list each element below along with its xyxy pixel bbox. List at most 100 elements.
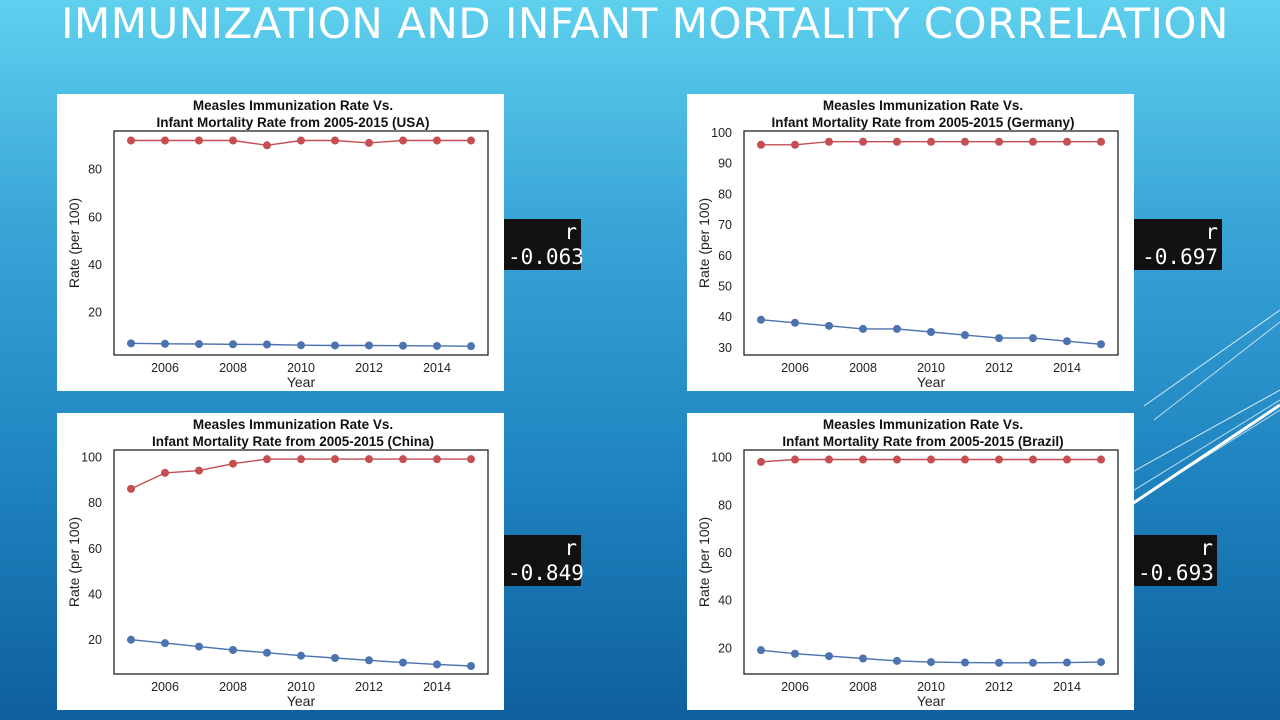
mortality-point (1097, 658, 1105, 667)
y-axis-label: Rate (per 100) (66, 517, 82, 607)
y-tick-label: 100 (711, 126, 732, 140)
y-axis-label: Rate (per 100) (66, 198, 82, 288)
immunization-point (365, 138, 373, 147)
y-tick-label: 80 (88, 163, 102, 177)
immunization-point (399, 455, 407, 464)
mortality-point (433, 660, 441, 669)
y-tick-label: 100 (711, 451, 732, 465)
decorative-lines (1120, 309, 1280, 514)
immunization-point (331, 136, 339, 145)
correlation-value: -0.697 (1142, 245, 1218, 269)
correlation-label: r (564, 536, 577, 560)
mortality-point (365, 341, 373, 350)
mortality-point (161, 339, 169, 348)
immunization-point (467, 455, 475, 464)
mortality-point (825, 652, 833, 661)
plot-frame (743, 130, 1119, 356)
correlation-box-usa: r -0.063 (504, 219, 584, 270)
chart-svg: Measles Immunization Rate Vs. Infant Mort… (66, 98, 489, 390)
correlation-box-germany: r -0.697 (1134, 219, 1222, 270)
x-tick-label: 2010 (287, 680, 315, 694)
immunization-point (927, 455, 935, 464)
x-tick-label: 2012 (355, 680, 383, 694)
immunization-point (433, 455, 441, 464)
chart-usa: Measles Immunization Rate Vs. Infant Mort… (57, 94, 504, 391)
immunization-point (229, 136, 237, 145)
chart-title-line1: Measles Immunization Rate Vs. (823, 98, 1023, 113)
x-axis-label: Year (917, 374, 946, 390)
immunization-point (127, 136, 135, 145)
y-tick-label: 80 (88, 496, 102, 510)
mortality-point (263, 340, 271, 349)
chart-title-line2: Infant Mortality Rate from 2005-2015 (Ge… (771, 115, 1074, 130)
immunization-point (263, 455, 271, 464)
mortality-point (1029, 658, 1037, 667)
correlation-value: -0.063 (508, 245, 584, 269)
x-tick-label: 2012 (985, 680, 1013, 694)
x-tick-label: 2014 (1053, 680, 1081, 694)
immunization-point (995, 455, 1003, 464)
correlation-label: r (1200, 536, 1213, 560)
y-tick-label: 90 (718, 157, 732, 171)
mortality-point (195, 340, 203, 349)
correlation-box-china: r -0.849 (504, 535, 584, 586)
x-tick-label: 2014 (423, 361, 451, 375)
immunization-point (859, 137, 867, 146)
immunization-point (893, 455, 901, 464)
immunization-point (893, 137, 901, 146)
x-tick-label: 2006 (151, 361, 179, 375)
x-axis-label: Year (287, 374, 316, 390)
x-tick-label: 2008 (849, 361, 877, 375)
mortality-point (893, 324, 901, 333)
mortality-point (859, 324, 867, 333)
immunization-point (825, 137, 833, 146)
chart-svg: Measles Immunization Rate Vs. Infant Mort… (696, 417, 1119, 709)
mortality-point (927, 327, 935, 336)
immunization-point (757, 140, 765, 149)
mortality-point (1097, 340, 1105, 349)
chart-svg: Measles Immunization Rate Vs. Infant Mort… (696, 98, 1119, 390)
immunization-point (263, 141, 271, 150)
correlation-label: r (1205, 220, 1218, 244)
mortality-point (893, 656, 901, 665)
immunization-point (1029, 455, 1037, 464)
x-tick-label: 2006 (781, 680, 809, 694)
y-tick-label: 40 (718, 594, 732, 608)
x-tick-label: 2010 (917, 680, 945, 694)
mortality-point (229, 340, 237, 349)
immunization-point (331, 455, 339, 464)
y-tick-label: 80 (718, 187, 732, 201)
y-tick-label: 60 (718, 249, 732, 263)
slide-title: IMMUNIZATION AND INFANT MORTALITY CORREL… (61, 0, 1229, 48)
chart-china: Measles Immunization Rate Vs. Infant Mort… (57, 413, 504, 710)
immunization-point (1063, 137, 1071, 146)
y-tick-label: 30 (718, 341, 732, 355)
mortality-point (467, 342, 475, 351)
mortality-point (961, 658, 969, 667)
immunization-point (1029, 137, 1037, 146)
chart-title-line2: Infant Mortality Rate from 2005-2015 (Br… (782, 434, 1063, 449)
y-tick-label: 60 (718, 546, 732, 560)
immunization-point (399, 136, 407, 145)
chart-title-line1: Measles Immunization Rate Vs. (193, 417, 393, 432)
x-tick-label: 2012 (985, 361, 1013, 375)
immunization-point (757, 457, 765, 466)
mortality-point (825, 321, 833, 330)
correlation-value: -0.693 (1138, 561, 1214, 585)
immunization-point (927, 137, 935, 146)
mortality-point (433, 341, 441, 350)
y-tick-label: 20 (88, 633, 102, 647)
y-tick-label: 40 (88, 588, 102, 602)
chart-germany: Measles Immunization Rate Vs. Infant Mort… (687, 94, 1134, 391)
mortality-point (263, 648, 271, 657)
mortality-point (1063, 337, 1071, 346)
y-tick-label: 20 (88, 306, 102, 320)
correlation-label: r (564, 220, 577, 244)
immunization-point (433, 136, 441, 145)
chart-svg: Measles Immunization Rate Vs. Infant Mort… (66, 417, 489, 709)
mortality-point (297, 341, 305, 350)
plot-frame (113, 449, 489, 675)
immunization-point (161, 468, 169, 477)
x-tick-label: 2008 (849, 680, 877, 694)
immunization-point (1063, 455, 1071, 464)
